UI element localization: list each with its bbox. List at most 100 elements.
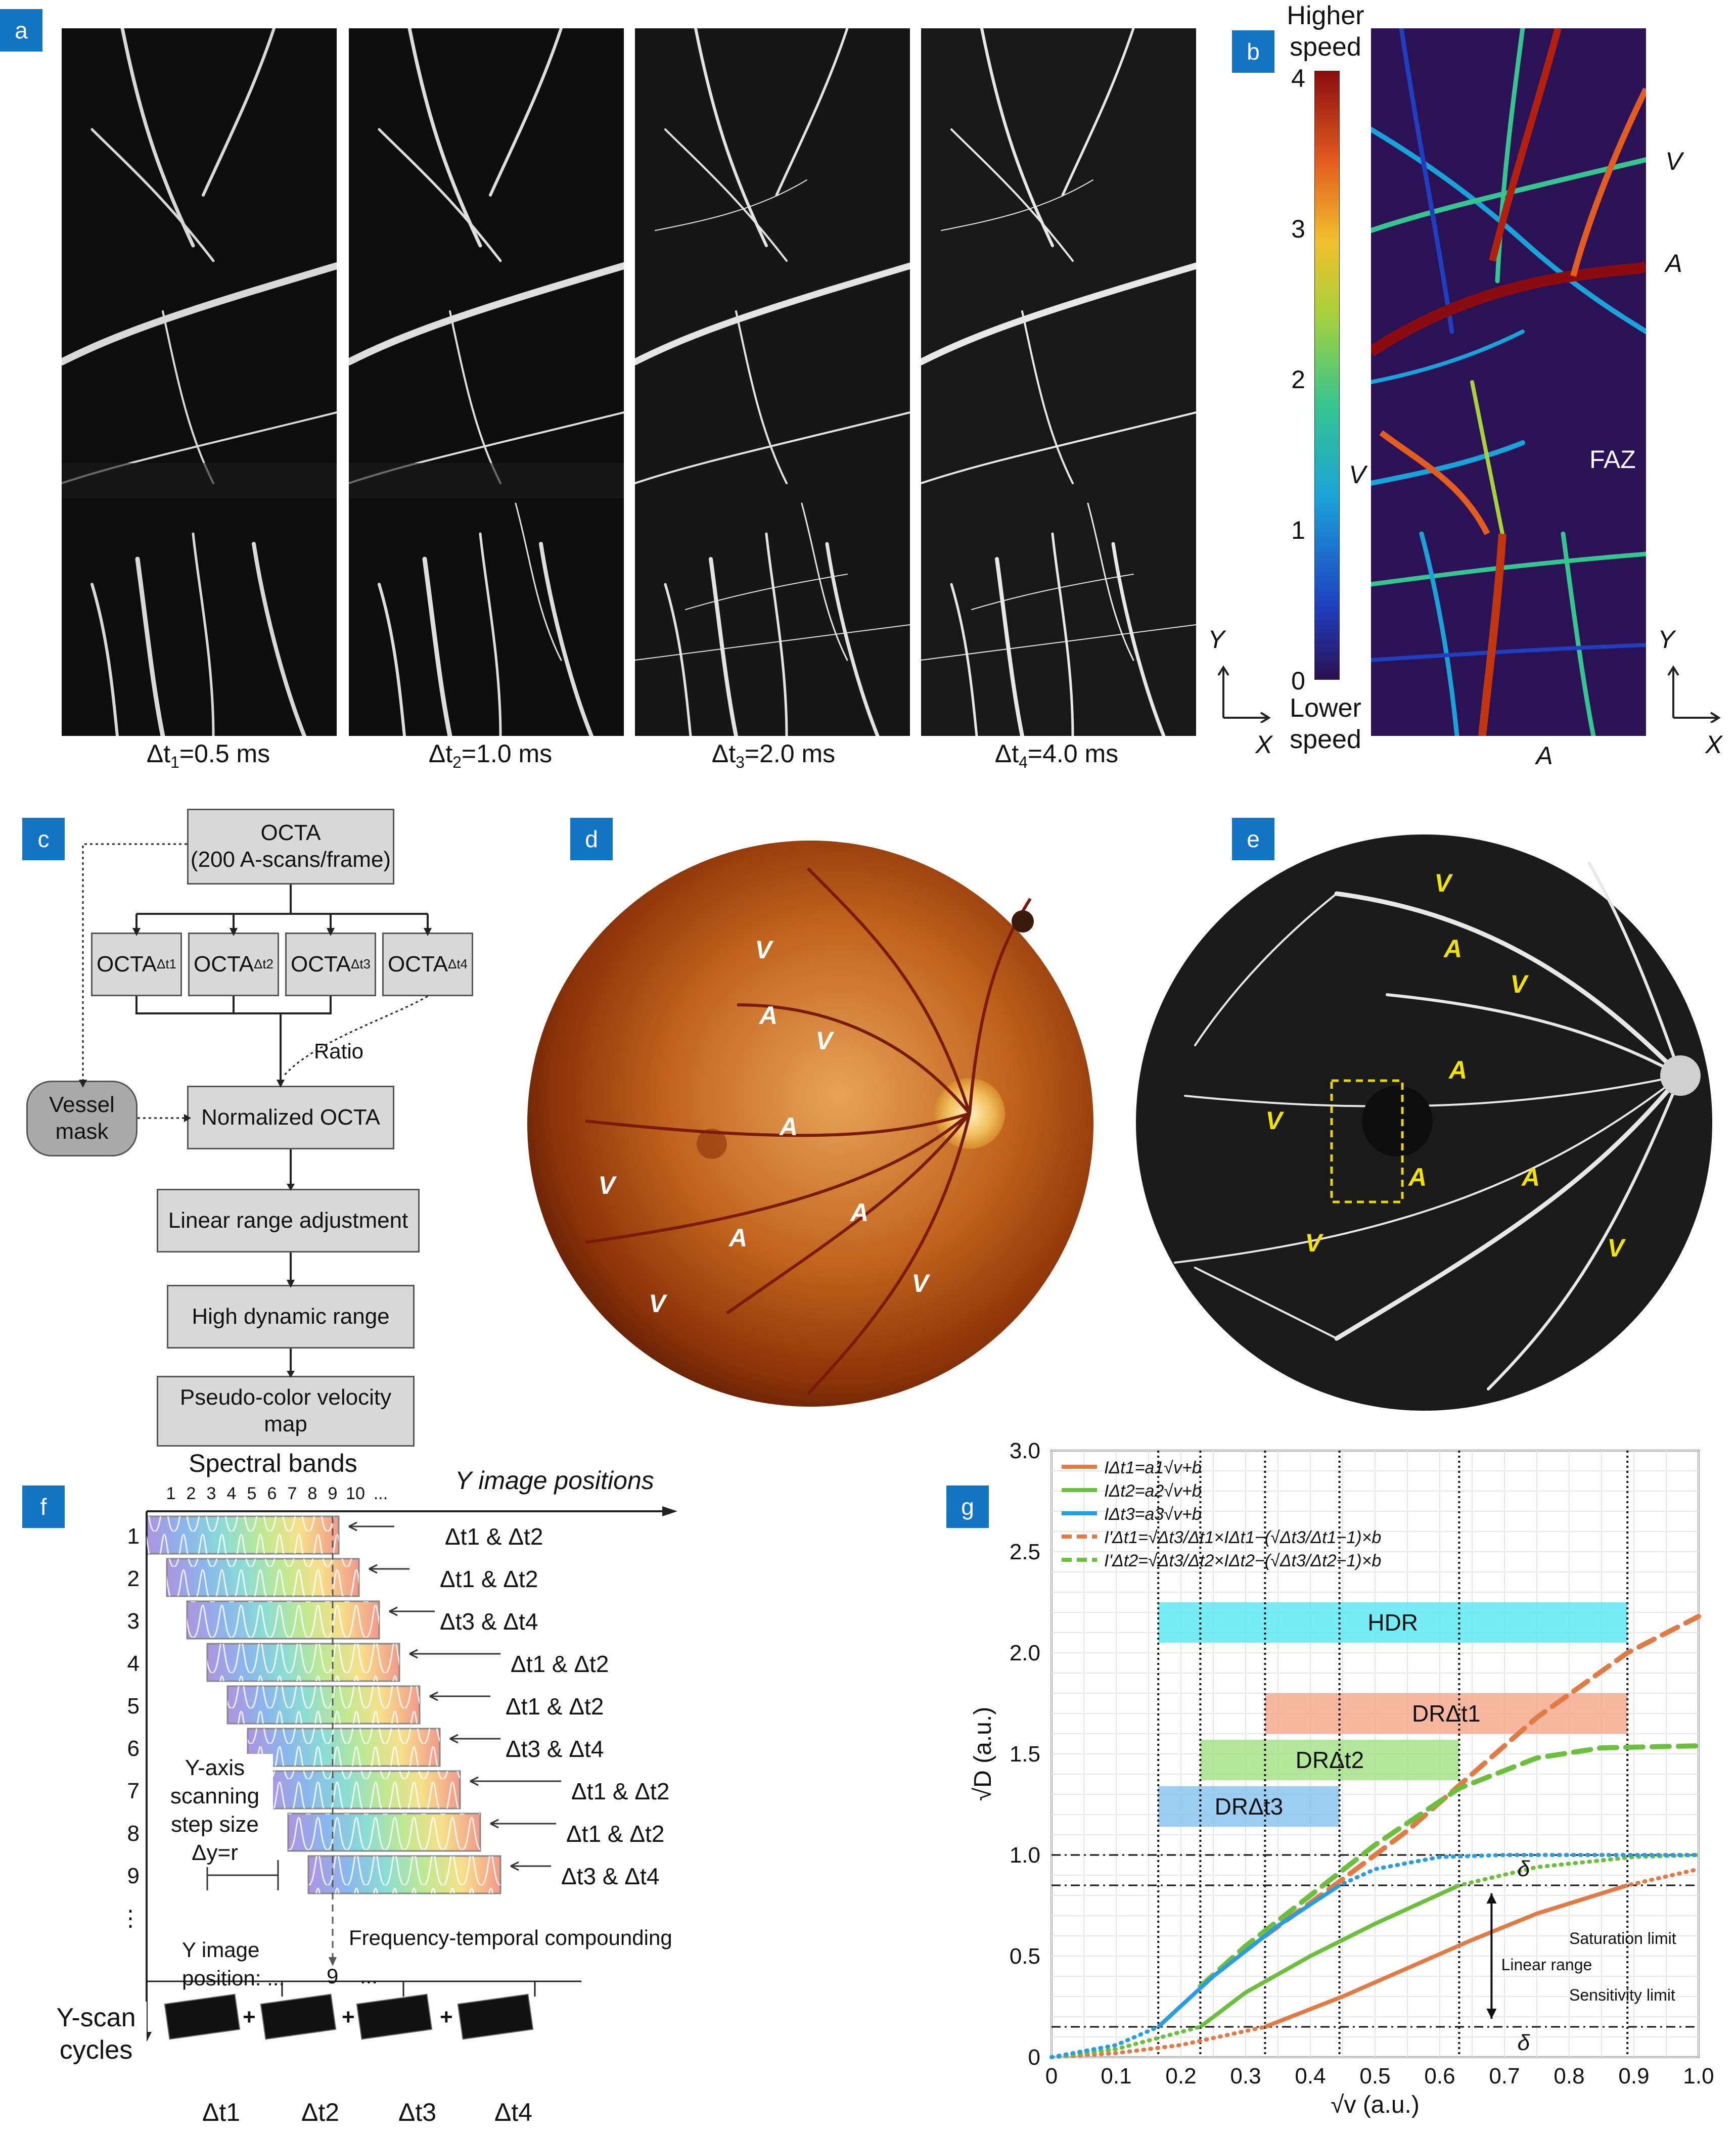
label-v-right: V [1665, 147, 1682, 175]
label-v-colorbar: V [1349, 460, 1366, 489]
range-band [1265, 1693, 1628, 1734]
fundus-label-v5: V [649, 1289, 666, 1318]
svg-text:+: + [342, 2005, 355, 2029]
x-tick-label: 0.2 [1165, 2064, 1196, 2088]
octa-label-v4: V [1305, 1229, 1322, 1257]
row-numbers: 1 2 3 4 5 6 7 8 9 ⋮ [119, 1524, 142, 1931]
range-band-label: HDR [1367, 1609, 1418, 1636]
label-faz: FAZ [1589, 445, 1636, 474]
caption-dt2: Δt2=1.0 ms [428, 739, 553, 771]
panel-label-d: d [570, 818, 613, 860]
y-tick-label: 3.0 [1010, 1438, 1040, 1463]
series-linear-segment [1199, 1883, 1460, 2029]
series-line-3 [1262, 1614, 1701, 1938]
panel-label-c: c [22, 818, 65, 860]
range-band-label: DRΔt3 [1215, 1793, 1284, 1820]
fundus-label-a3: A [728, 1224, 748, 1252]
colorbar [1314, 71, 1340, 680]
fundus-label-v4: V [911, 1269, 929, 1297]
panel-label-b: b [1232, 30, 1274, 73]
x-tick-label: 0 [1045, 2064, 1058, 2088]
position-value: 9 [327, 1964, 339, 1988]
axes-icon-left [1217, 665, 1271, 723]
velocity-map [1371, 28, 1646, 736]
normalized-octa-box: Normalized OCTA [187, 1086, 394, 1149]
octa-label-a2: A [1448, 1056, 1468, 1084]
colorbar-tick-1: 1 [1291, 516, 1305, 544]
x-axis-label: √v (a.u.) [1331, 2092, 1420, 2118]
axes-icon-right [1667, 665, 1721, 723]
series-linear-segment [1157, 1883, 1341, 2028]
octa-image-dt3 [635, 28, 910, 736]
y-tick-label: 1.5 [1010, 1742, 1040, 1767]
x-tick-label: 0.9 [1618, 2064, 1649, 2088]
range-band-label: DRΔt1 [1412, 1700, 1481, 1727]
y-positions-label: Y image positions [455, 1466, 654, 1495]
x-tick-label: 0.5 [1359, 2064, 1390, 2088]
arrow-head-down [1486, 2009, 1497, 2019]
octa-dt2-box: OCTA Δt2 [188, 933, 279, 996]
svg-text:+: + [243, 2005, 256, 2029]
spectral-bands-title: Spectral bands [189, 1449, 357, 1477]
y-tick-label: 0 [1028, 2045, 1040, 2070]
colorbar-bottom-label: Lower speed [1290, 693, 1361, 754]
annotation-linear-range: Linear range [1501, 1956, 1592, 1974]
annotation-sensitivity: Sensitivity limit [1569, 1986, 1675, 2004]
fundus-label-a2: A [779, 1112, 798, 1141]
x-tick-label: 0.8 [1554, 2064, 1584, 2088]
fundus-label-a1: A [759, 1001, 778, 1030]
colorbar-tick-0: 0 [1291, 667, 1305, 695]
fundus-label-v1: V [755, 936, 772, 964]
x-tick-label: 0.1 [1101, 2064, 1131, 2088]
range-band [1158, 1786, 1340, 1827]
range-band-label: DRΔt2 [1296, 1747, 1364, 1773]
range-band [1158, 1602, 1628, 1643]
y-tick-label: 1.0 [1010, 1843, 1040, 1868]
range-band [1200, 1740, 1459, 1780]
panel-label-g: g [946, 1486, 989, 1528]
vessel-mask-box: Vessel mask [26, 1081, 138, 1156]
linear-range-box: Linear range adjustment [157, 1189, 420, 1252]
y-axis-label: √D (a.u.) [970, 1707, 996, 1801]
octa-label-v3: V [1265, 1106, 1283, 1135]
octa-dt4-box: OCTA Δt4 [382, 933, 473, 996]
annotation-delta-bottom: δ [1518, 2030, 1530, 2055]
panel-label-a: a [0, 9, 42, 52]
label-a-right: A [1665, 249, 1682, 277]
axis-x-right: X [1705, 730, 1722, 759]
x-tick-label: 0.3 [1230, 2064, 1261, 2088]
octa-subtitle: (200 A-scans/frame) [190, 847, 391, 872]
annotation-delta-top: δ [1518, 1856, 1530, 1881]
octa-label-a1: A [1443, 935, 1463, 963]
octa-top-box: OCTA (200 A-scans/frame) [187, 809, 394, 885]
y-tick-label: 2.5 [1010, 1540, 1040, 1564]
colorbar-tick-4: 4 [1291, 64, 1305, 92]
scan-diagram: + + + [142, 1506, 677, 2042]
x-tick-label: 0.7 [1489, 2064, 1520, 2088]
flowchart-connectors [79, 843, 432, 1378]
fundus-photo [527, 841, 1093, 1407]
chart-g: 0 0.1 0.2 0.3 0.4 0.5 0.6 0.7 0.8 0.9 1.0 0 0.5 1.0 1.… [970, 1438, 1714, 2118]
colorbar-tick-3: 3 [1291, 215, 1305, 243]
hdr-box: High dynamic range [167, 1285, 415, 1349]
scan-step-label: Y-axis scanning step size Δy=r [157, 1754, 273, 1867]
fundus-label-v3: V [598, 1171, 615, 1199]
legend-entry: I'Δt2=√Δt3/Δt2×IΔt2−(√Δt3/Δt2−1)×b [1104, 1551, 1381, 1570]
series-line-2 [1049, 1853, 1701, 2059]
octa-image-dt2 [349, 28, 624, 736]
panel-label-f: f [22, 1486, 65, 1528]
fundus-label-v2: V [815, 1027, 833, 1055]
axis-y-right: Y [1658, 625, 1675, 654]
colorbar-top-label: Higher speed [1287, 1, 1364, 62]
caption-dt3: Δt3=2.0 ms [711, 739, 836, 771]
annotation-saturation: Saturation limit [1569, 1929, 1676, 1947]
series-line-4 [1198, 1743, 1701, 1989]
octa-image-dt1 [62, 28, 337, 736]
octa-label-v1: V [1434, 869, 1451, 897]
octa-title: OCTA [260, 820, 321, 846]
ratio-label: Ratio [313, 1039, 364, 1063]
y-tick-label: 0.5 [1010, 1944, 1040, 1969]
octa-label-a3: A [1408, 1163, 1427, 1191]
caption-dt4: Δt4=4.0 ms [994, 739, 1119, 771]
octa-label-v2: V [1510, 970, 1527, 998]
